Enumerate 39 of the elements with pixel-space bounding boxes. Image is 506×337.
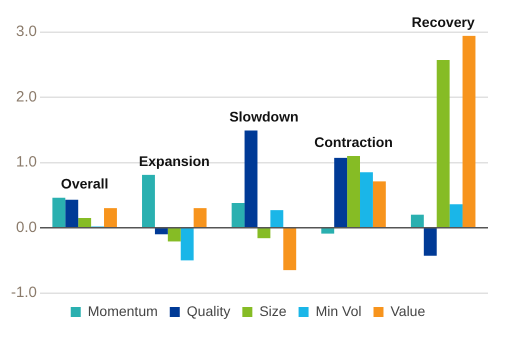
y-tick-label: 3.0 — [16, 23, 37, 40]
x-tick-label: Contraction — [314, 134, 393, 150]
x-tick-label: Overall — [60, 176, 108, 192]
x-tick-label: Expansion — [138, 152, 210, 169]
bar — [410, 214, 424, 227]
y-tick-label: -1.0 — [10, 284, 37, 302]
bar — [244, 130, 258, 227]
y-tick-label: 1.0 — [16, 154, 37, 171]
x-tick-label: Recovery — [412, 14, 475, 30]
bar — [334, 158, 348, 227]
x-tick-label: Slowdown — [229, 108, 299, 124]
y-tick-label: 0.0 — [16, 218, 37, 236]
bar — [270, 210, 284, 227]
bar — [180, 228, 194, 260]
bar — [436, 60, 450, 227]
legend-label: Momentum — [88, 302, 158, 319]
y-tick-label: 2.0 — [16, 88, 37, 106]
bar — [450, 204, 463, 227]
bar — [168, 228, 181, 242]
bar — [283, 228, 296, 270]
bar — [347, 156, 360, 227]
bar — [154, 228, 168, 234]
bar — [424, 228, 437, 256]
bar — [104, 208, 117, 227]
bar — [257, 228, 270, 238]
bar — [52, 198, 66, 227]
bar — [65, 200, 78, 227]
bar — [462, 36, 476, 227]
legend-label: Value — [390, 302, 426, 319]
bar — [321, 228, 334, 234]
legend-label: Min Vol — [316, 302, 362, 319]
bar — [194, 208, 207, 227]
bar — [372, 181, 386, 227]
legend-label: Quality — [186, 302, 230, 319]
legend-label: Size — [259, 302, 287, 319]
bar — [232, 202, 245, 227]
bar — [360, 172, 373, 227]
bar — [142, 174, 155, 227]
bar — [78, 218, 92, 227]
